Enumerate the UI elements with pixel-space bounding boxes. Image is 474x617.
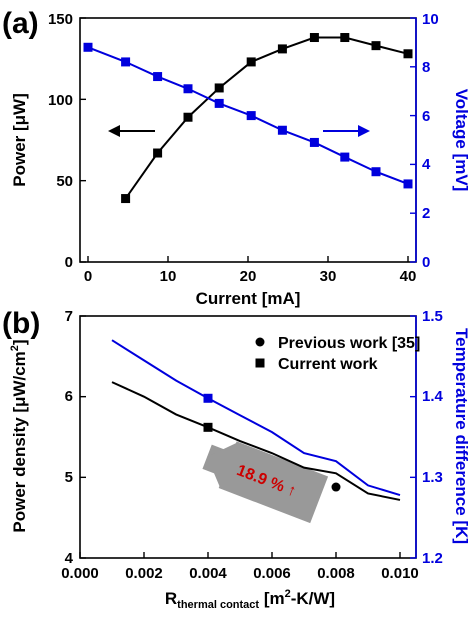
data-point-current-work xyxy=(203,422,213,432)
series-layer-a xyxy=(80,17,416,263)
data-point-right xyxy=(246,111,256,121)
data-point-left xyxy=(309,33,319,43)
y-right-ticks-b: 1.2 1.3 1.4 1.5 xyxy=(422,308,444,567)
legend-b: Previous work [35] Current work xyxy=(255,335,420,373)
y-left-axis-label-a: Power [μW] xyxy=(10,93,29,187)
y-right-tick-label: 8 xyxy=(422,59,430,76)
data-point-previous-work xyxy=(331,482,341,492)
panel-b: (b) 0.000 0.002 0.004 0.006 0.008 0.010 … xyxy=(2,307,471,611)
x-tick-label: 10 xyxy=(160,268,177,285)
data-point-right xyxy=(153,72,163,82)
y-right-tick-label: 4 xyxy=(422,156,431,173)
y-left-axis-label-b: Power density [μW/cm2] xyxy=(9,339,29,532)
y-left-tick-label: 100 xyxy=(48,92,73,109)
data-point-current-work-right xyxy=(203,393,213,403)
data-point-left xyxy=(277,44,287,54)
y-left-axis-label-end: ] xyxy=(10,339,29,345)
data-point-right xyxy=(83,42,93,52)
plot-frame-a xyxy=(79,17,417,263)
y-left-ticks-b: 4 5 6 7 xyxy=(65,308,74,567)
legend-label-current: Current work xyxy=(278,356,378,373)
x-tick-label: 0.008 xyxy=(317,565,355,582)
x-axis-label-unit-end: -K/W] xyxy=(291,589,335,608)
legend-marker-circle xyxy=(255,337,265,347)
y-left-tick-label: 50 xyxy=(56,173,73,190)
panel-label-b: (b) xyxy=(2,307,40,340)
left-arrow-a xyxy=(108,125,155,137)
y-right-tick-label: 2 xyxy=(422,205,430,222)
x-axis-label-main: R xyxy=(165,589,177,608)
data-point-left xyxy=(153,148,163,158)
x-tick-label: 0.010 xyxy=(381,565,419,582)
y-left-axis-label-main: Power density [μW/cm xyxy=(10,351,29,532)
y-right-axis-label-a: Voltage [mV] xyxy=(452,89,471,192)
y-right-tick-label: 10 xyxy=(422,11,439,28)
x-axis-label-unit: [m xyxy=(259,589,285,608)
y-left-tick-label: 7 xyxy=(65,308,73,325)
panel-label-a: (a) xyxy=(2,7,39,40)
data-point-left xyxy=(183,112,193,122)
x-axis-label-subscript: thermal contact xyxy=(177,599,259,611)
data-point-right xyxy=(309,137,319,147)
y-right-ticks-a: 0 2 4 6 8 10 xyxy=(422,11,439,271)
data-point-right xyxy=(183,84,193,94)
right-arrow-a xyxy=(323,125,370,137)
y-left-tick-label: 5 xyxy=(65,469,73,486)
arrow-head xyxy=(207,442,239,489)
data-point-left xyxy=(246,57,256,67)
x-tick-label: 0.000 xyxy=(61,565,99,582)
x-tick-label: 0.002 xyxy=(125,565,163,582)
y-left-ticks-a: 0 50 100 150 xyxy=(48,11,73,271)
x-axis-label-superscript: 2 xyxy=(285,588,291,600)
x-tick-label: 0 xyxy=(84,268,92,285)
y-right-tick-label: 1.3 xyxy=(422,469,443,486)
legend-marker-square xyxy=(255,358,265,368)
panel-a: (a) 0 10 20 30 40 0 50 100 150 0 2 4 6 8… xyxy=(2,7,471,308)
data-point-left xyxy=(214,83,224,93)
x-tick-label: 20 xyxy=(240,268,257,285)
data-point-right xyxy=(277,125,287,135)
y-left-axis-label-superscript: 2 xyxy=(9,345,21,351)
y-right-tick-label: 6 xyxy=(422,108,430,125)
y-right-axis-label-b: Temperature difference [K] xyxy=(452,328,471,544)
arrow-shape xyxy=(202,441,329,524)
series-line-left xyxy=(111,381,401,501)
data-point-right xyxy=(214,98,224,108)
series-layer-b xyxy=(79,315,416,559)
y-left-tick-label: 150 xyxy=(48,11,73,28)
y-right-tick-label: 1.2 xyxy=(422,550,443,567)
legend-label-previous: Previous work [35] xyxy=(278,335,420,352)
data-point-right xyxy=(403,179,413,189)
x-ticks-a: 0 10 20 30 40 xyxy=(84,268,417,285)
x-axis-label-a: Current [mA] xyxy=(196,289,301,308)
y-right-tick-label: 0 xyxy=(422,254,430,271)
data-point-left xyxy=(340,33,350,43)
x-tick-label: 40 xyxy=(400,268,417,285)
data-point-right xyxy=(121,57,131,67)
x-tick-label: 30 xyxy=(320,268,337,285)
data-point-left xyxy=(371,41,381,51)
series-line-right xyxy=(111,339,401,497)
y-right-tick-label: 1.5 xyxy=(422,308,443,325)
improvement-arrow: 18.9 % ↑ xyxy=(202,441,329,524)
data-point-left xyxy=(403,49,413,59)
series-line-left xyxy=(124,36,409,200)
x-ticks-b: 0.000 0.002 0.004 0.006 0.008 0.010 xyxy=(61,565,419,582)
data-point-right xyxy=(371,167,381,177)
data-point-right xyxy=(340,152,350,162)
y-left-tick-label: 4 xyxy=(65,550,74,567)
y-left-tick-label: 0 xyxy=(65,254,73,271)
x-tick-label: 0.004 xyxy=(189,565,227,582)
x-tick-label: 0.006 xyxy=(253,565,291,582)
x-axis-label-b: Rthermal contact [m2-K/W] xyxy=(165,588,335,611)
data-point-left xyxy=(121,194,131,204)
y-left-tick-label: 6 xyxy=(65,388,73,405)
y-right-tick-label: 1.4 xyxy=(422,388,444,405)
